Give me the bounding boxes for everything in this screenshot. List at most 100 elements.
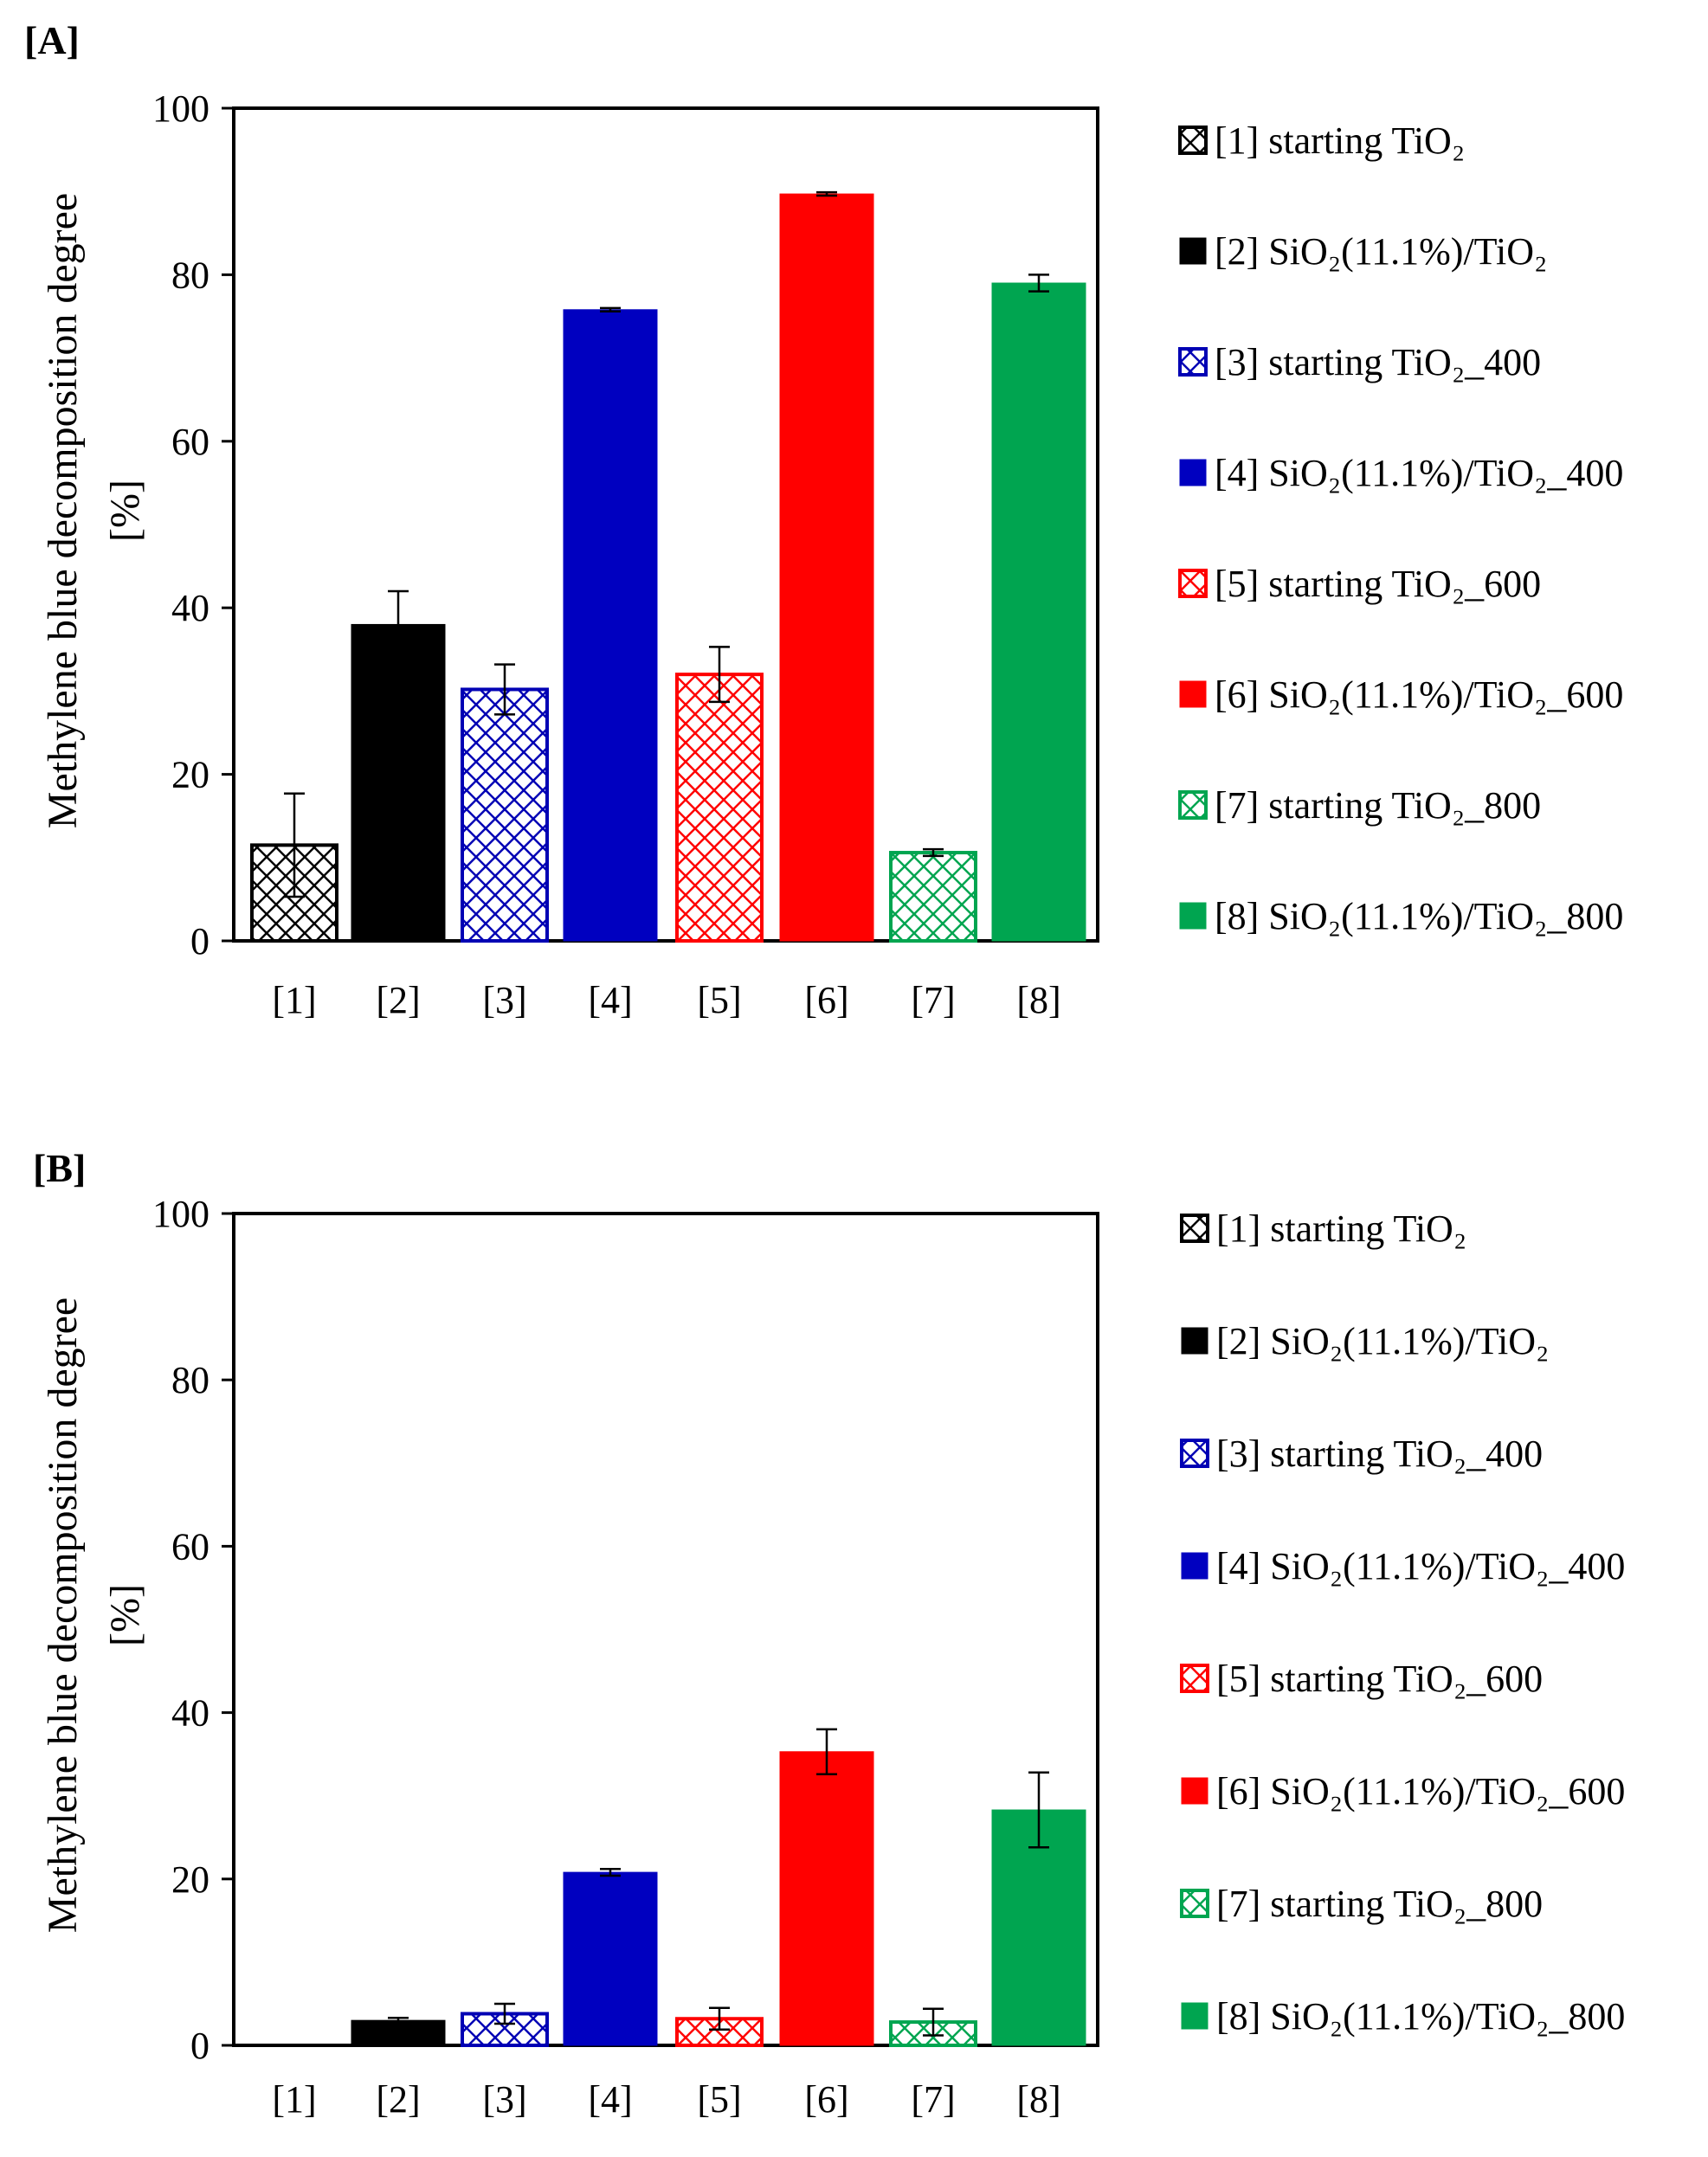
legend-swatch bbox=[1179, 902, 1207, 930]
x-tick-label: [3] bbox=[482, 2078, 526, 2121]
x-tick-label: [3] bbox=[482, 979, 526, 1021]
y-tick-label: 60 bbox=[171, 1525, 209, 1568]
error-bar bbox=[494, 663, 515, 716]
y-tick-label: 80 bbox=[171, 1359, 209, 1401]
legend-label: [1] starting TiO₂ bbox=[1215, 119, 1465, 162]
legend-label: [4] SiO₂(11.1%)/TiO₂_400 bbox=[1216, 1545, 1625, 1587]
error-bar bbox=[388, 2017, 409, 2025]
y-tick-label: 40 bbox=[171, 1692, 209, 1735]
plot-frame bbox=[232, 1212, 1099, 2047]
legend-entry: [6] SiO₂(11.1%)/TiO₂_600 bbox=[1179, 673, 1623, 716]
x-tick-label: [6] bbox=[804, 2078, 848, 2121]
legend-swatch bbox=[1179, 680, 1207, 708]
legend-entry: [6] SiO₂(11.1%)/TiO₂_600 bbox=[1181, 1770, 1625, 1813]
panel-label: [A] bbox=[24, 18, 80, 62]
legend-entry: [3] starting TiO₂_400 bbox=[1178, 341, 1541, 383]
error-bar bbox=[284, 792, 305, 898]
bar bbox=[563, 309, 658, 942]
x-tick-label: [8] bbox=[1016, 979, 1060, 1021]
bar bbox=[991, 282, 1086, 942]
legend-swatch bbox=[1181, 1552, 1208, 1580]
legend-entry: [5] starting TiO₂_600 bbox=[1178, 563, 1541, 605]
y-tick-label: 80 bbox=[171, 254, 209, 296]
bar bbox=[351, 2019, 446, 2046]
legend-label: [8] SiO₂(11.1%)/TiO₂_800 bbox=[1216, 1995, 1625, 2038]
bar bbox=[779, 193, 874, 942]
error-bar bbox=[709, 2006, 730, 2031]
legend-entry: [8] SiO₂(11.1%)/TiO₂_800 bbox=[1179, 895, 1623, 937]
legend-label: [2] SiO₂(11.1%)/TiO₂ bbox=[1215, 230, 1547, 273]
chart-panel-b: [B] Methylene blue decomposition degree … bbox=[33, 1146, 1625, 2121]
bar bbox=[351, 623, 446, 942]
legend-swatch bbox=[1178, 126, 1208, 155]
bar bbox=[675, 673, 764, 943]
legend-entry: [2] SiO₂(11.1%)/TiO₂ bbox=[1179, 230, 1547, 273]
error-bar bbox=[816, 190, 837, 197]
legend-entry: [8] SiO₂(11.1%)/TiO₂_800 bbox=[1181, 1995, 1625, 2038]
legend: [1] starting TiO₂ [2] SiO₂(11.1%)/TiO₂ [3]… bbox=[1180, 1207, 1625, 2038]
x-tick-label: [1] bbox=[272, 2078, 316, 2121]
y-axis-label-line2: [%] bbox=[102, 480, 148, 542]
legend-swatch bbox=[1178, 569, 1208, 598]
bar bbox=[991, 1809, 1086, 2046]
legend-label: [6] SiO₂(11.1%)/TiO₂_600 bbox=[1216, 1770, 1625, 1813]
plot-area: 0 20 40 60 80 100 [1] [2] [3] [4] [5] [6] [7] [8] bbox=[152, 87, 1099, 1021]
legend-label: [2] SiO₂(11.1%)/TiO₂ bbox=[1216, 1320, 1549, 1362]
y-axis-label-line1: Methylene blue decomposition degree bbox=[40, 193, 86, 828]
error-bar bbox=[388, 589, 409, 660]
chart-panel-a: [A] Methylene blue decomposition degree … bbox=[24, 18, 1623, 1021]
error-bar bbox=[923, 2007, 944, 2037]
error-bar bbox=[600, 306, 621, 312]
y-tick-label: 0 bbox=[190, 920, 209, 963]
panel-label: [B] bbox=[33, 1146, 86, 1190]
x-tick-label: [4] bbox=[588, 2078, 632, 2121]
legend-entry: [7] starting TiO₂_800 bbox=[1178, 784, 1541, 827]
legend-label: [7] starting TiO₂_800 bbox=[1216, 1883, 1543, 1925]
error-bar bbox=[600, 1868, 621, 1877]
legend-entry: [2] SiO₂(11.1%)/TiO₂ bbox=[1181, 1320, 1549, 1362]
y-axis-label-line2: [%] bbox=[102, 1584, 148, 1646]
y-tick-label: 100 bbox=[152, 1193, 209, 1235]
legend-label: [5] starting TiO₂_600 bbox=[1216, 1658, 1543, 1700]
legend-swatch bbox=[1181, 1777, 1208, 1805]
x-tick-label: [2] bbox=[376, 979, 420, 1021]
y-tick-label: 20 bbox=[171, 1858, 209, 1901]
x-tick-label: [4] bbox=[588, 979, 632, 1021]
x-tick-label: [8] bbox=[1016, 2078, 1060, 2121]
legend-entry: [4] SiO₂(11.1%)/TiO₂_400 bbox=[1179, 452, 1623, 494]
error-bar bbox=[923, 847, 944, 858]
x-tick-label: [7] bbox=[911, 2078, 955, 2121]
legend-label: [8] SiO₂(11.1%)/TiO₂_800 bbox=[1215, 895, 1623, 937]
legend-swatch bbox=[1181, 2002, 1208, 2030]
y-tick-label: 60 bbox=[171, 421, 209, 463]
x-tick-label: [7] bbox=[911, 979, 955, 1021]
y-axis-label: Methylene blue decomposition degree [%] bbox=[40, 193, 148, 828]
x-tick-label: [6] bbox=[804, 979, 848, 1021]
legend-label: [3] starting TiO₂_400 bbox=[1215, 341, 1541, 383]
y-axis-label-line1: Methylene blue decomposition degree bbox=[40, 1297, 86, 1933]
legend-entry: [3] starting TiO₂_400 bbox=[1180, 1433, 1543, 1475]
bar bbox=[779, 1751, 874, 2046]
legend-swatch bbox=[1180, 1664, 1209, 1693]
legend-entry: [1] starting TiO₂ bbox=[1178, 119, 1465, 162]
legend-entry: [5] starting TiO₂_600 bbox=[1180, 1658, 1543, 1700]
legend-swatch bbox=[1180, 1439, 1209, 1468]
legend-label: [7] starting TiO₂_800 bbox=[1215, 784, 1541, 827]
x-tick-label: [5] bbox=[697, 2078, 741, 2121]
bar bbox=[461, 687, 549, 943]
legend-entry: [1] starting TiO₂ bbox=[1180, 1207, 1466, 1250]
error-bar bbox=[494, 2002, 515, 2025]
error-bar bbox=[709, 646, 730, 704]
plot-frame bbox=[232, 106, 1099, 943]
y-tick-label: 0 bbox=[190, 2025, 209, 2067]
legend-swatch bbox=[1179, 237, 1207, 265]
legend-entry: [4] SiO₂(11.1%)/TiO₂_400 bbox=[1181, 1545, 1625, 1587]
legend-entry: [7] starting TiO₂_800 bbox=[1180, 1883, 1543, 1925]
bar bbox=[563, 1871, 658, 2046]
bar bbox=[889, 851, 977, 943]
legend-swatch bbox=[1179, 459, 1207, 486]
legend: [1] starting TiO₂ [2] SiO₂(11.1%)/TiO₂ [3]… bbox=[1178, 119, 1623, 937]
y-tick-label: 100 bbox=[152, 87, 209, 130]
error-bar bbox=[1028, 274, 1049, 293]
